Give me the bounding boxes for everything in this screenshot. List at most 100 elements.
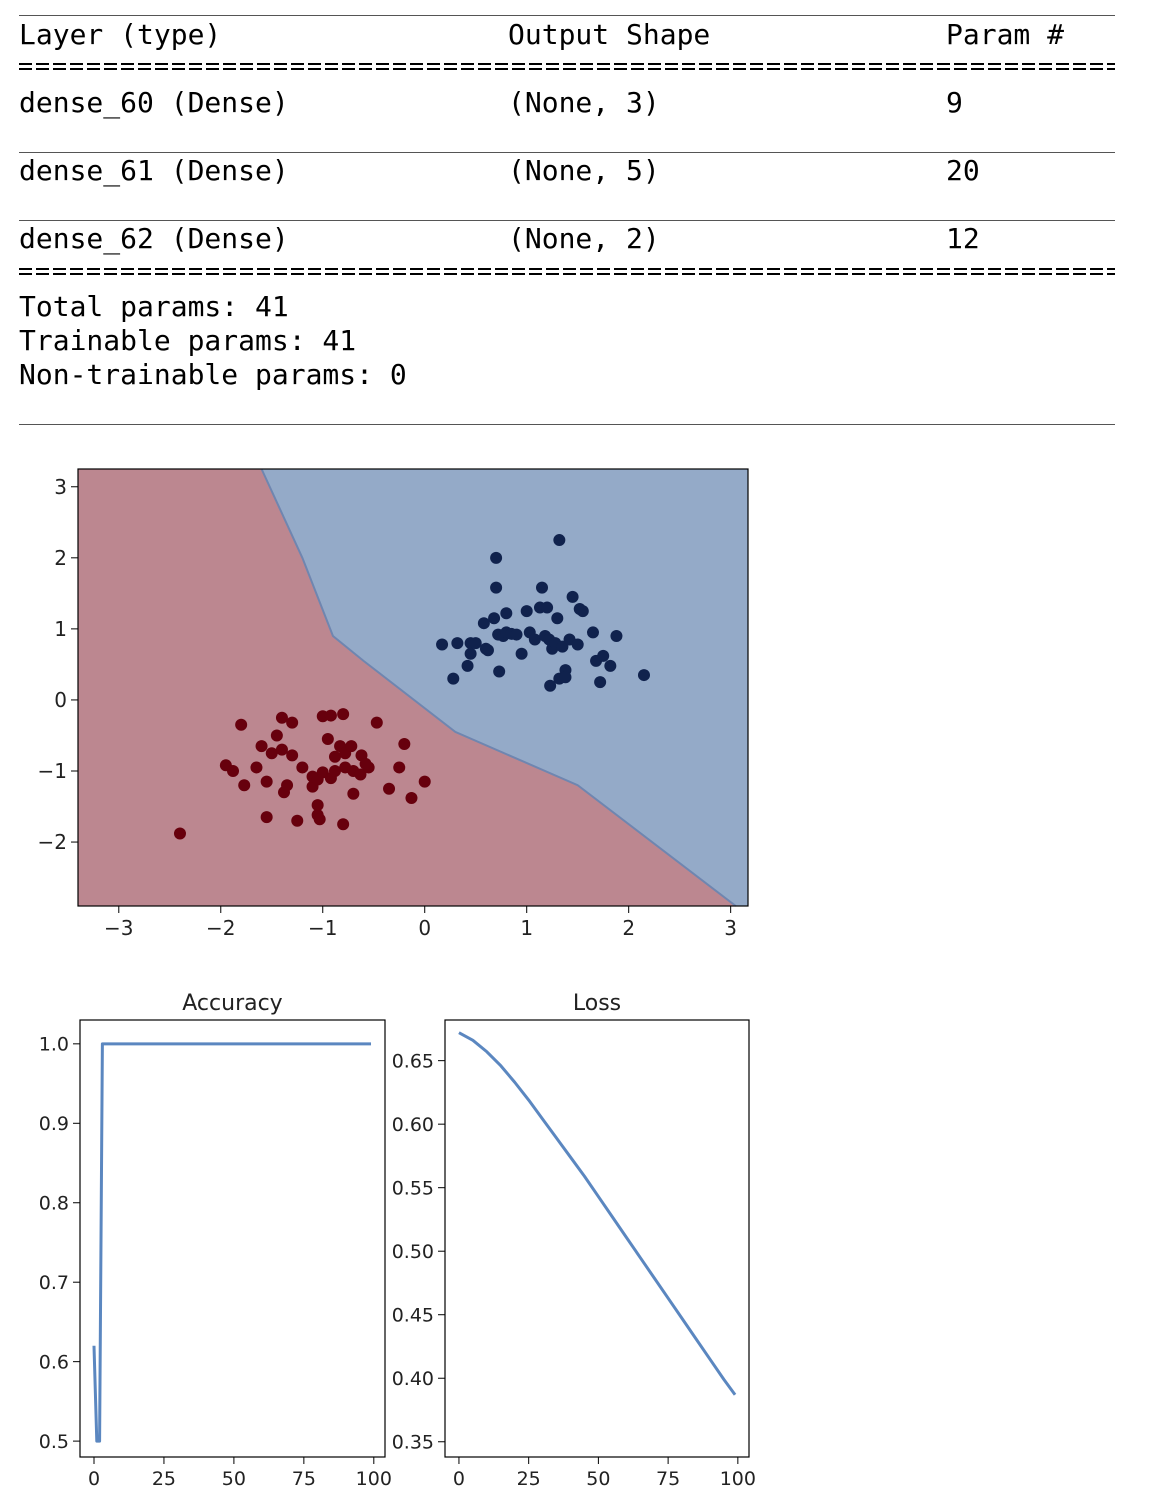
data-point-class-1	[604, 659, 617, 672]
data-point-class-0	[398, 737, 411, 750]
data-point-class-1	[451, 637, 464, 650]
data-point-class-0	[238, 779, 251, 792]
data-point-class-0	[227, 764, 240, 777]
loss-y-tick-label: 0.55	[392, 1178, 434, 1200]
data-point-class-0	[255, 740, 268, 753]
data-point-class-1	[520, 605, 533, 618]
data-point-class-1	[490, 581, 503, 594]
loss-y-tick-label: 0.40	[392, 1368, 434, 1390]
data-point-class-0	[260, 811, 273, 824]
scatter-x-tick-label: −3	[104, 916, 133, 940]
data-point-class-0	[328, 764, 341, 777]
loss-y-tick-label: 0.35	[392, 1432, 434, 1454]
header-layer-type: Layer (type)	[19, 18, 222, 51]
data-point-class-1	[571, 638, 584, 651]
scatter-x-tick-label: −2	[206, 916, 235, 940]
data-point-class-0	[359, 757, 372, 770]
data-point-class-0	[354, 768, 367, 781]
accuracy-x-tick-label: 50	[222, 1468, 246, 1490]
accuracy-series-line	[92, 1042, 372, 1443]
data-point-class-0	[296, 761, 309, 774]
data-point-class-1	[594, 676, 607, 689]
row-3-shape: (None, 2)	[508, 222, 660, 255]
scatter-y-tick-label: −2	[38, 830, 67, 854]
trainable-params: Trainable params: 41	[19, 324, 357, 357]
model-summary: Layer (type) Output Shape Param # dense_…	[0, 0, 1172, 440]
decision-boundary-line	[260, 468, 737, 907]
data-point-class-0	[324, 709, 337, 722]
loss-x-tick-label: 50	[586, 1468, 610, 1490]
loss-x-tick-label: 100	[720, 1468, 756, 1490]
data-point-class-1	[544, 679, 557, 692]
data-point-class-0	[291, 814, 304, 827]
data-point-class-0	[393, 761, 406, 774]
data-point-class-0	[275, 711, 288, 724]
row-1-params: 9	[946, 86, 963, 119]
row-3-params: 12	[946, 222, 980, 255]
summary-double-rule	[19, 266, 1115, 276]
row-2-params: 20	[946, 154, 980, 187]
accuracy-frame	[79, 1019, 386, 1458]
data-point-class-1	[597, 649, 610, 662]
data-point-class-1	[528, 633, 541, 646]
scatter-x-tick-label: 1	[520, 916, 533, 940]
data-point-class-0	[370, 716, 383, 729]
loss-y-tick-label: 0.65	[392, 1050, 434, 1072]
data-point-class-0	[328, 750, 341, 763]
data-point-class-1	[536, 581, 549, 594]
data-point-class-0	[313, 813, 326, 826]
accuracy-y-tick-label: 0.8	[39, 1193, 69, 1215]
data-point-class-0	[173, 827, 186, 840]
summary-top-rule	[19, 15, 1115, 16]
loss-x-tick-label: 0	[453, 1468, 465, 1490]
row-1-layer: dense_60 (Dense)	[19, 86, 289, 119]
data-point-class-1	[490, 551, 503, 564]
summary-bottom-rule	[19, 424, 1115, 425]
scatter-x-tick-label: 0	[418, 916, 431, 940]
data-point-class-0	[275, 743, 288, 756]
accuracy-y-tick-label: 0.9	[39, 1113, 69, 1135]
data-point-class-1	[461, 659, 474, 672]
region-class-1	[261, 469, 748, 906]
data-point-class-0	[270, 729, 283, 742]
accuracy-x-tick-label: 100	[356, 1468, 392, 1490]
loss-x-tick-label: 25	[517, 1468, 541, 1490]
loss-y-tick-label: 0.45	[392, 1305, 434, 1327]
data-point-class-1	[551, 612, 564, 625]
non-trainable-params: Non-trainable params: 0	[19, 358, 407, 391]
data-point-class-1	[510, 628, 523, 641]
accuracy-y-tick-label: 1.0	[39, 1034, 69, 1056]
data-point-class-1	[477, 617, 490, 630]
scatter-y-tick-label: 1	[54, 617, 67, 641]
data-point-class-0	[311, 799, 324, 812]
data-point-class-1	[469, 637, 482, 650]
data-point-class-1	[586, 626, 599, 639]
row-rule	[19, 152, 1115, 153]
data-point-class-0	[265, 747, 278, 760]
data-point-class-1	[566, 590, 579, 603]
data-point-class-1	[559, 671, 572, 684]
data-point-class-1	[464, 647, 477, 660]
scatter-y-tick-label: −1	[38, 759, 67, 783]
data-point-class-0	[235, 718, 248, 731]
data-point-class-0	[260, 775, 273, 788]
scatter-x-tick-label: 2	[622, 916, 635, 940]
loss-axes: 0 25 50 75 100 0.65 0.60 0.55 0.50 0.45 0.40 0.35 Lo…	[392, 991, 756, 1490]
data-point-class-0	[418, 775, 431, 788]
data-point-class-0	[321, 733, 334, 746]
accuracy-x-tick-label: 0	[88, 1468, 100, 1490]
data-point-class-1	[493, 665, 506, 678]
loss-title: Loss	[573, 991, 621, 1016]
accuracy-x-tick-label: 75	[292, 1468, 316, 1490]
data-point-class-1	[436, 638, 449, 651]
data-point-class-1	[637, 669, 650, 682]
loss-frame	[444, 1019, 750, 1458]
data-point-class-1	[610, 629, 623, 642]
scatter-y-tick-label: 3	[54, 475, 67, 499]
scatter-y-tick-label: 0	[54, 688, 67, 712]
scatter-x-tick-label: −1	[308, 916, 337, 940]
summary-double-rule	[19, 61, 1115, 71]
data-point-class-0	[286, 749, 299, 762]
data-point-class-1	[541, 601, 554, 614]
